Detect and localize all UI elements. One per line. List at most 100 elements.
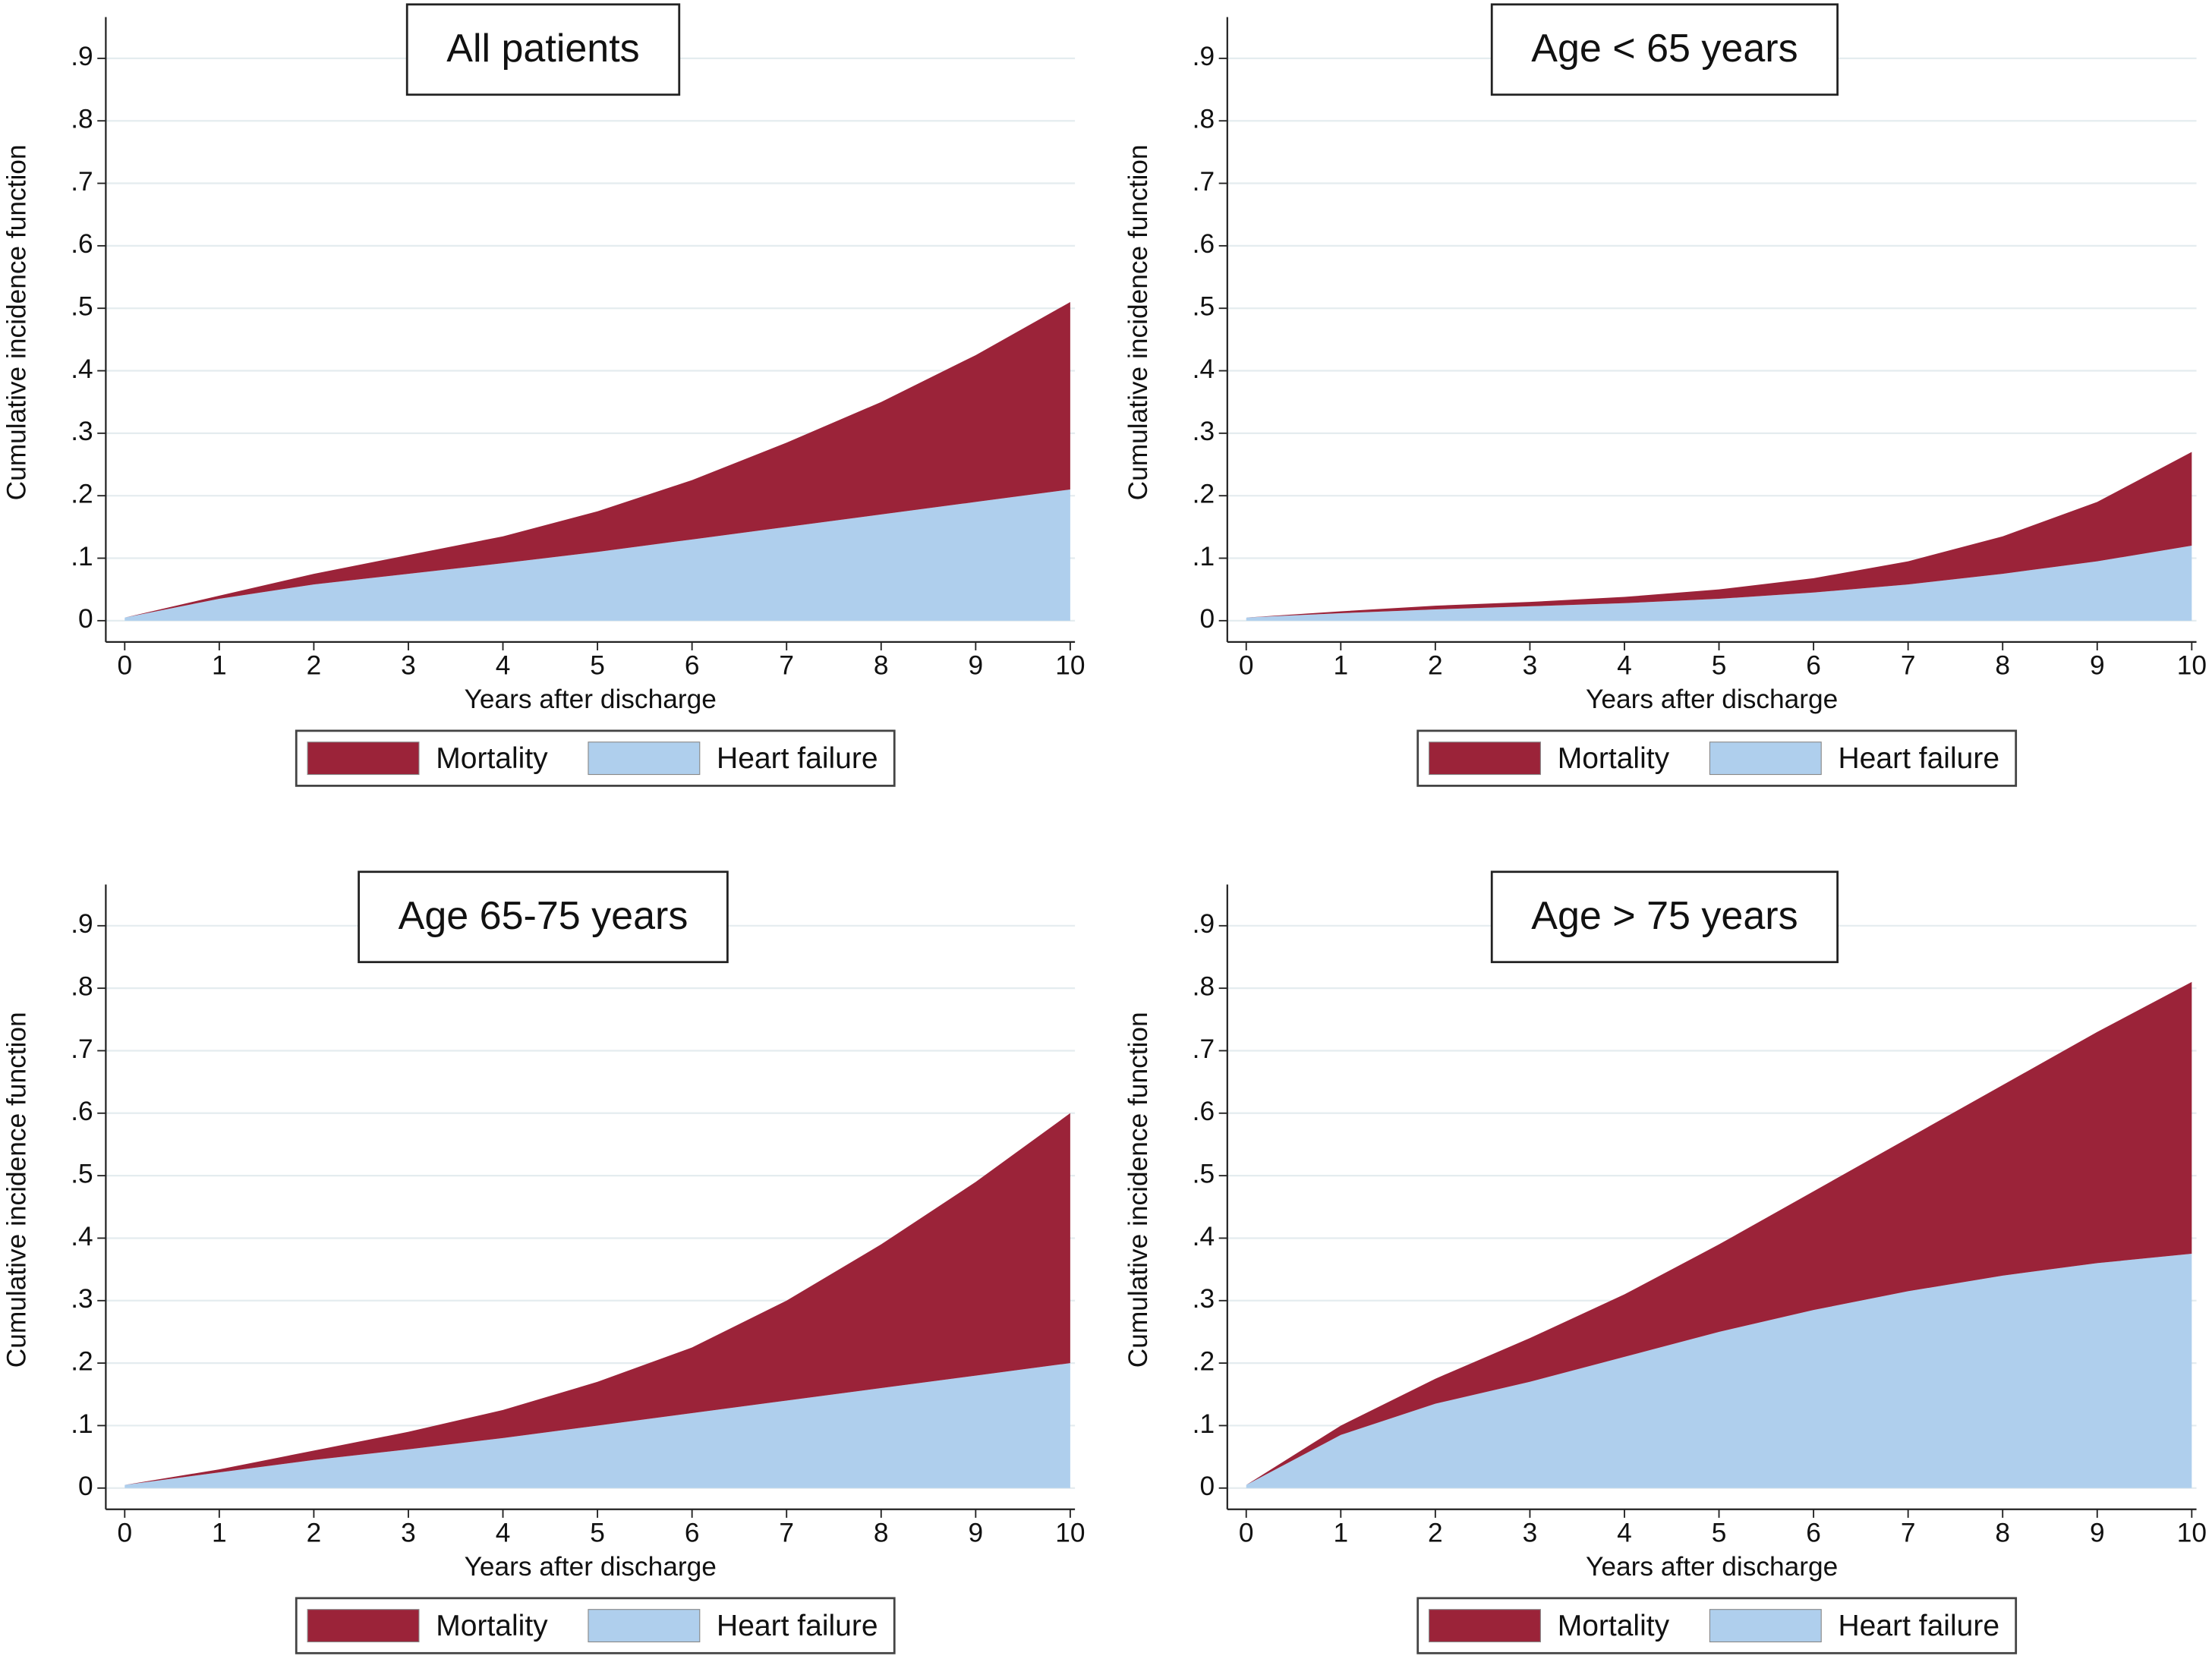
x-tick-label: 9 bbox=[2090, 1519, 2105, 1548]
legend-label: Heart failure bbox=[1839, 742, 2000, 775]
y-tick-label: .5 bbox=[71, 1159, 93, 1188]
y-tick-label: .2 bbox=[1193, 1346, 1215, 1376]
title-box bbox=[405, 3, 681, 96]
x-tick-label: 6 bbox=[685, 651, 700, 681]
area-1 bbox=[1246, 1254, 2192, 1488]
panel-title: All patients bbox=[446, 27, 639, 71]
y-tick-label: 0 bbox=[1199, 1472, 1215, 1501]
legend: Mortality Heart failure bbox=[1416, 1597, 2018, 1654]
y-tick-label: .8 bbox=[71, 105, 93, 134]
legend-swatch bbox=[588, 741, 701, 776]
y-axis-label: Cumulative incidence function bbox=[1123, 144, 1153, 500]
x-tick-label: 3 bbox=[401, 1519, 416, 1548]
title-box bbox=[358, 870, 729, 964]
y-axis-label: Cumulative incidence function bbox=[2, 1012, 31, 1368]
y-tick-label: .4 bbox=[1193, 1222, 1215, 1251]
y-tick-label: .8 bbox=[1193, 971, 1215, 1001]
y-tick-label: .4 bbox=[71, 354, 93, 384]
x-tick-label: 10 bbox=[2177, 651, 2207, 681]
y-tick-label: 0 bbox=[1199, 604, 1215, 634]
y-tick-label: .4 bbox=[71, 1222, 93, 1251]
x-tick-label: 4 bbox=[496, 651, 511, 681]
area-1 bbox=[1246, 546, 2192, 621]
panel-title: Age 65-75 years bbox=[399, 894, 688, 938]
area-1 bbox=[124, 1363, 1070, 1488]
x-tick-label: 8 bbox=[874, 651, 889, 681]
x-tick-label: 7 bbox=[779, 1519, 794, 1548]
legend-swatch bbox=[588, 1609, 701, 1643]
y-tick-label: .9 bbox=[1193, 42, 1215, 71]
y-tick-label: .7 bbox=[1193, 167, 1215, 197]
legend-swatch bbox=[307, 741, 420, 776]
x-tick-label: 5 bbox=[1712, 651, 1727, 681]
legend-swatch bbox=[1429, 1609, 1541, 1643]
y-tick-label: .2 bbox=[71, 480, 93, 509]
legend-label: Mortality bbox=[1558, 1610, 1670, 1642]
area-0 bbox=[1246, 452, 2192, 618]
legend-label: Heart failure bbox=[717, 1610, 878, 1642]
x-tick-label: 1 bbox=[212, 1519, 227, 1548]
y-tick-label: .2 bbox=[71, 1346, 93, 1376]
panel: 0 .1 .2 .3 .4 .5 .6 .7 .8 .9 0 1 2 3 4 5 6 7 8 9 10 Years aft… bbox=[1123, 3, 2207, 787]
x-tick-label: 7 bbox=[1901, 1519, 1916, 1548]
y-tick-label: .3 bbox=[71, 417, 93, 446]
x-tick-label: 10 bbox=[2177, 1519, 2207, 1548]
x-tick-label: 8 bbox=[874, 1519, 889, 1548]
x-axis-label: Years after discharge bbox=[465, 685, 717, 714]
y-tick-label: .5 bbox=[71, 292, 93, 322]
panel: 0 .1 .2 .3 .4 .5 .6 .7 .8 .9 0 1 2 3 4 5 6 7 8 9 10 Years aft… bbox=[1123, 870, 2207, 1654]
legend-swatch bbox=[1709, 741, 1822, 776]
panel-title: Age < 65 years bbox=[1531, 27, 1798, 71]
y-tick-label: .9 bbox=[71, 909, 93, 939]
x-tick-label: 10 bbox=[1055, 651, 1085, 681]
y-tick-label: .1 bbox=[71, 1409, 93, 1439]
area-0 bbox=[1246, 981, 2192, 1485]
x-tick-label: 9 bbox=[2090, 651, 2105, 681]
x-tick-label: 3 bbox=[401, 651, 416, 681]
x-axis-label: Years after discharge bbox=[465, 1552, 717, 1582]
y-tick-label: .1 bbox=[71, 542, 93, 571]
y-tick-label: .9 bbox=[71, 42, 93, 71]
x-tick-label: 7 bbox=[779, 651, 794, 681]
area-0 bbox=[124, 1113, 1070, 1485]
area-0 bbox=[124, 301, 1070, 618]
x-tick-label: 4 bbox=[1617, 1519, 1632, 1548]
y-tick-label: .7 bbox=[1193, 1034, 1215, 1064]
x-tick-label: 4 bbox=[1617, 651, 1632, 681]
y-tick-label: .7 bbox=[71, 167, 93, 197]
x-tick-label: 2 bbox=[1428, 651, 1443, 681]
title-box bbox=[1490, 870, 1839, 964]
y-tick-label: .8 bbox=[71, 971, 93, 1001]
x-tick-label: 5 bbox=[590, 651, 605, 681]
legend-label: Heart failure bbox=[717, 742, 878, 775]
x-tick-label: 6 bbox=[1806, 651, 1821, 681]
y-tick-label: 0 bbox=[78, 1472, 93, 1501]
legend-label: Heart failure bbox=[1839, 1610, 2000, 1642]
y-tick-label: .5 bbox=[1193, 292, 1215, 322]
x-tick-label: 6 bbox=[1806, 1519, 1821, 1548]
y-tick-label: .6 bbox=[71, 229, 93, 259]
x-axis-label: Years after discharge bbox=[1586, 1552, 1838, 1582]
area-1 bbox=[124, 489, 1070, 621]
x-tick-label: 2 bbox=[1428, 1519, 1443, 1548]
y-tick-label: .3 bbox=[1193, 1284, 1215, 1314]
x-tick-label: 9 bbox=[969, 651, 984, 681]
legend-label: Mortality bbox=[436, 1610, 548, 1642]
y-tick-label: .6 bbox=[71, 1097, 93, 1126]
x-tick-label: 7 bbox=[1901, 651, 1916, 681]
x-tick-label: 2 bbox=[307, 1519, 322, 1548]
x-tick-label: 5 bbox=[1712, 1519, 1727, 1548]
y-tick-label: .1 bbox=[1193, 1409, 1215, 1439]
legend: Mortality Heart failure bbox=[295, 1597, 896, 1654]
legend-label: Mortality bbox=[436, 742, 548, 775]
legend: Mortality Heart failure bbox=[295, 729, 896, 787]
x-tick-label: 3 bbox=[1523, 651, 1538, 681]
y-tick-label: 0 bbox=[78, 604, 93, 634]
y-tick-label: .1 bbox=[1193, 542, 1215, 571]
x-tick-label: 9 bbox=[969, 1519, 984, 1548]
x-tick-label: 6 bbox=[685, 1519, 700, 1548]
y-tick-label: .4 bbox=[1193, 354, 1215, 384]
panel: 0 .1 .2 .3 .4 .5 .6 .7 .8 .9 0 1 2 3 4 5 6 7 8 9 10 Years aft… bbox=[2, 870, 1086, 1654]
x-tick-label: 0 bbox=[117, 651, 132, 681]
